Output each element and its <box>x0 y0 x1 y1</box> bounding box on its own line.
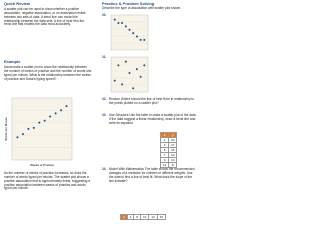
data-point <box>117 64 120 67</box>
data-point <box>132 32 135 35</box>
data-table: x 4 8 10 12 15 <box>120 214 167 220</box>
section-title: Quick Review <box>4 1 31 6</box>
table-cell: 10 <box>139 214 150 220</box>
answer-text: As the number of weeks of practice incre… <box>4 171 91 191</box>
data-point <box>121 83 124 86</box>
data-point <box>113 79 116 82</box>
data-point <box>21 133 24 136</box>
data-point <box>65 105 68 108</box>
example-title: Example <box>4 59 21 64</box>
data-point <box>43 119 46 122</box>
table-cell: 12 <box>148 214 158 220</box>
data-point <box>27 127 30 130</box>
intro-text: Describe the type of association with sc… <box>102 6 182 10</box>
problem-scatter <box>110 56 149 93</box>
data-point <box>124 60 127 63</box>
data-point <box>38 121 41 124</box>
data-point <box>128 71 131 74</box>
data-point <box>49 115 52 118</box>
data-point <box>54 112 57 115</box>
data-point <box>143 64 146 67</box>
example-scatter: Weeks of Practice Words per Minute <box>4 97 73 167</box>
review-text: A scatter plot can be used to show wheth… <box>4 7 86 27</box>
data-point <box>135 35 138 38</box>
axis-label: Words per Minute <box>4 117 8 141</box>
axis-label: Weeks of Practice <box>30 163 54 167</box>
problem-number: 34. <box>102 167 107 171</box>
section-title: Practice & Problem Solving <box>102 1 155 6</box>
plot-area <box>110 56 149 93</box>
problem-number: 32. <box>102 97 107 101</box>
problem-number: 33. <box>102 113 107 117</box>
data-point <box>16 136 19 139</box>
data-point <box>121 21 124 24</box>
header-cell: x <box>120 214 128 220</box>
data-point <box>139 38 142 41</box>
data-point <box>124 25 127 28</box>
data-point <box>60 109 63 112</box>
problem-scatter <box>110 14 149 51</box>
table-cell: 15 <box>156 214 167 220</box>
data-table: x y 1 20 3 17 5 15 7 12 9 10 11 8 <box>159 132 178 168</box>
data-point <box>128 28 131 31</box>
data-point <box>139 75 142 78</box>
data-point <box>117 21 120 24</box>
data-point <box>32 126 35 129</box>
problem-text: Reason Where should the line of best fit… <box>109 97 195 105</box>
problem-text: Model With Mathematics The table shows t… <box>109 167 195 183</box>
plot-area <box>110 14 149 51</box>
table-cell: 8 <box>168 162 178 168</box>
data-point <box>113 18 116 21</box>
table-cell: 4 <box>126 214 135 220</box>
table-cell: 8 <box>133 214 141 220</box>
problem-number: 31. <box>102 55 107 59</box>
problem-text: Use Structure Use the table to make a sc… <box>109 113 197 125</box>
data-point <box>135 68 138 71</box>
data-point <box>132 87 135 90</box>
data-point <box>143 38 146 41</box>
plot-area <box>11 97 73 161</box>
worksheet-page: Quick Review A scatter plot can be used … <box>4 1 197 220</box>
example-text: Dana made a scatter plot to show the rel… <box>4 65 92 81</box>
problem-number: 30. <box>102 13 107 17</box>
